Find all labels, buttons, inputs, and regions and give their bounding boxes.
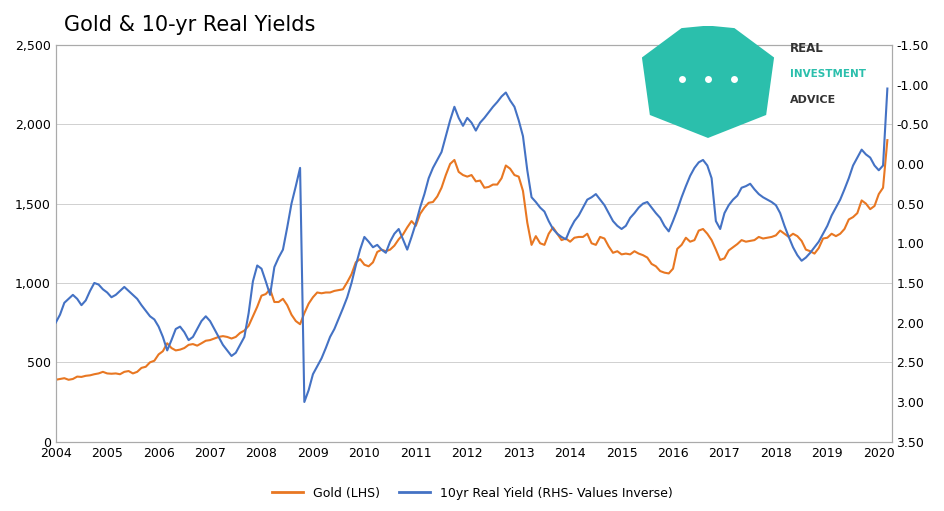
Legend: Gold (LHS), 10yr Real Yield (RHS- Values Inverse): Gold (LHS), 10yr Real Yield (RHS- Values…	[266, 482, 678, 505]
Text: Gold & 10-yr Real Yields: Gold & 10-yr Real Yields	[64, 15, 315, 35]
Text: ADVICE: ADVICE	[790, 95, 836, 105]
Text: REAL: REAL	[790, 42, 824, 55]
Text: INVESTMENT: INVESTMENT	[790, 69, 866, 79]
Polygon shape	[642, 26, 774, 138]
